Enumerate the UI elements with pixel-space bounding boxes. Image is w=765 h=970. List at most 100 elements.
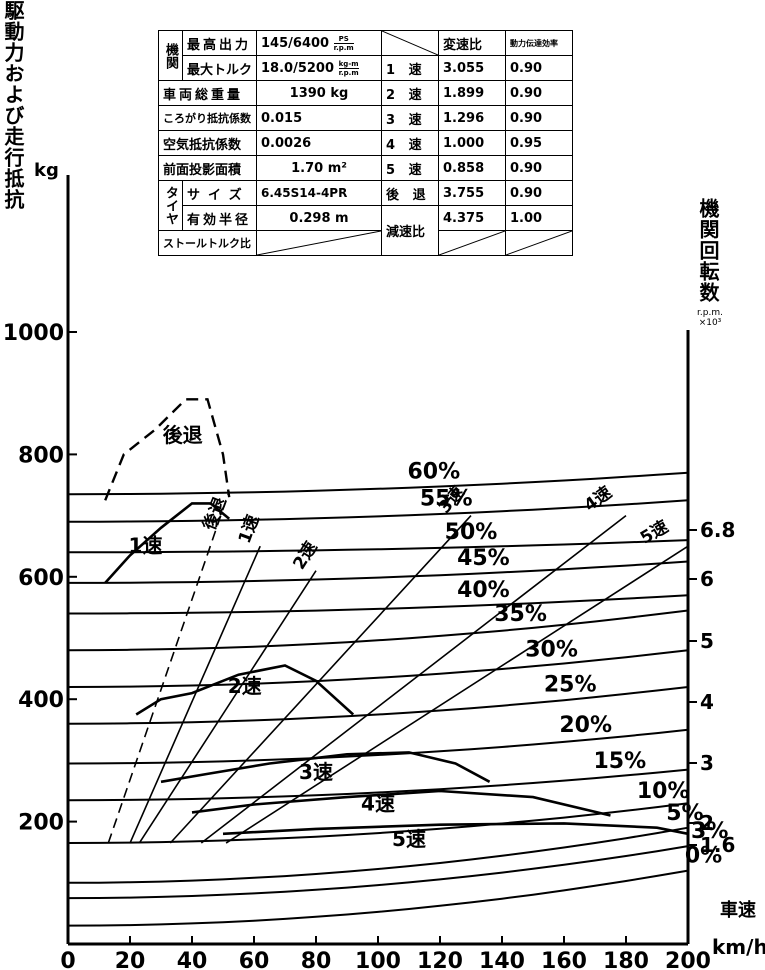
drive-force-4: [191, 789, 611, 817]
y-tick-label: 200: [18, 811, 64, 836]
engine-group-label: 機関: [163, 42, 178, 69]
grade-label: 3%: [691, 819, 728, 844]
gear-4-number: 4: [386, 137, 396, 153]
drive-force-label: 4速: [361, 792, 395, 816]
grade-label: 35%: [494, 602, 547, 627]
grade-line-45pct: [68, 560, 689, 584]
grade-label: 20%: [559, 713, 612, 738]
x-axis-title: 車速: [720, 900, 756, 921]
x-tick-label: 180: [603, 949, 649, 970]
right-tick-label: 1.6: [700, 833, 735, 857]
tire-group-label: タイヤ: [163, 186, 178, 225]
table-row: 空気抵抗係数 0.0026 4 速 1.000 0.95: [157, 130, 574, 156]
drive-force-label: 2速: [228, 674, 262, 698]
engine-speed-line-5: [200, 514, 627, 844]
engine-speed-line-4: [169, 515, 472, 844]
table-row: 機関 最高出力 145/6400 PS r.p.m 変速比 動力伝達効率: [158, 30, 574, 81]
gear-4-eff: 0.95: [505, 130, 574, 156]
gear-2-cell: 2 速: [381, 80, 440, 106]
gross-weight-value: 1390 kg: [256, 80, 383, 106]
gear-4-cell: 4 速: [381, 130, 440, 156]
gear-5-eff: 0.90: [505, 155, 574, 181]
engine-speed-label: 3速: [434, 482, 469, 518]
x-tick-label: 20: [115, 949, 146, 970]
x-tick-label: 60: [239, 949, 270, 970]
final-ratio: 4.375: [438, 205, 507, 231]
table-row: タイヤ サイズ 6.45S14-4PR 後 退 3.755 0.90: [158, 180, 574, 231]
max-output-cell: 145/6400 PS r.p.m: [256, 30, 383, 56]
engine-speed-line-3: [138, 570, 317, 844]
x-tick-label: 80: [301, 949, 332, 970]
table-row: 前面投影面積 1.70 m² 5 速 0.858 0.90: [157, 155, 574, 181]
drive-force-3: [160, 751, 491, 784]
gear-2-suffix: 速: [408, 87, 422, 103]
grade-label: 45%: [457, 546, 510, 571]
engine-speed-line-6: [225, 545, 689, 844]
grade-line-40pct: [68, 594, 689, 615]
grade-label: 50%: [445, 520, 498, 545]
y-tick-label: 800: [18, 443, 64, 468]
table-row: 最大トルク 18.0/5200 kg-m r.p.m 1 速 3.055 0.9…: [159, 55, 574, 81]
max-torque-unit-bottom: r.p.m: [338, 68, 359, 77]
reverse-drive-curve: [104, 398, 231, 501]
right-tick-label: 3: [700, 751, 714, 775]
max-output-unit-bottom: r.p.m: [333, 43, 354, 52]
x-tick-label: 40: [177, 949, 208, 970]
grade-line-5pct: [67, 826, 689, 884]
gear-1-number: 1: [386, 62, 396, 78]
y-tick-label: 1000: [3, 321, 64, 346]
grade-label: 25%: [544, 672, 597, 697]
right-axis-unit: r.p.m. ×10³: [697, 308, 723, 328]
max-torque-unit-top: kg-m: [338, 59, 359, 69]
stall-label: ストールトルク比: [157, 230, 258, 256]
drive-force-label: 1速: [129, 533, 163, 557]
grade-label: 30%: [525, 637, 578, 662]
gear-4-suffix: 速: [408, 137, 422, 153]
final-label: 減速比: [381, 205, 440, 256]
x-tick-label: 0: [60, 949, 75, 970]
x-tick-label: 160: [541, 949, 587, 970]
gear-5-ratio: 0.858: [438, 155, 507, 181]
gear-1-cell: 1 速: [381, 55, 440, 81]
gear-3-eff: 0.90: [505, 105, 574, 131]
tire-size-value: 6.45S14-4PR: [256, 180, 383, 206]
gear-ratio-header: 変速比: [438, 30, 507, 56]
grade-line-10pct: [67, 802, 689, 844]
drive-force-1: [104, 502, 231, 584]
engine-speed-label: 2速: [289, 538, 322, 574]
gear-1-eff: 0.90: [505, 55, 574, 81]
max-output-value: 145/6400: [261, 35, 330, 51]
grade-label: 5%: [666, 801, 703, 826]
y-tick-label: 600: [18, 566, 64, 591]
gear-3-suffix: 速: [408, 112, 422, 128]
gross-weight-label: 車両総重量: [157, 80, 258, 106]
grade-line-30pct: [67, 649, 689, 688]
grade-label: 55%: [420, 487, 473, 512]
gear-2-eff: 0.90: [505, 80, 574, 106]
reverse-drive-label: 後退: [163, 423, 203, 447]
tire-group-cell: タイヤ: [158, 180, 183, 231]
drive-force-2: [135, 664, 355, 716]
engine-group-cell: 機関: [158, 30, 183, 81]
frontal-label: 前面投影面積: [157, 155, 258, 181]
grade-line-50pct: [68, 539, 689, 554]
right-tick-label: 4: [700, 690, 714, 714]
grade-line-15pct: [67, 768, 689, 802]
grade-line-60pct: [67, 471, 689, 496]
max-torque-label: 最大トルク: [181, 55, 258, 81]
drive-force-label: 5速: [392, 827, 426, 851]
stall-ratio-cell: [438, 230, 507, 256]
x-tick-label: 100: [355, 949, 401, 970]
grade-label: 15%: [593, 749, 646, 774]
max-torque-value: 18.0/5200: [261, 60, 335, 76]
grade-line-35pct: [67, 609, 689, 652]
frontal-value: 1.70 m²: [256, 155, 383, 181]
gear-5-suffix: 速: [408, 162, 422, 178]
x-tick-label: 120: [417, 949, 463, 970]
tire-size-label: サイズ: [181, 180, 258, 206]
table-row: 車両総重量 1390 kg 2 速 1.899 0.90: [157, 80, 574, 106]
right-tick-label: 2: [700, 811, 714, 835]
gear-1-ratio: 3.055: [438, 55, 507, 81]
gear-3-number: 3: [386, 112, 396, 128]
corner-cell: [381, 30, 440, 56]
